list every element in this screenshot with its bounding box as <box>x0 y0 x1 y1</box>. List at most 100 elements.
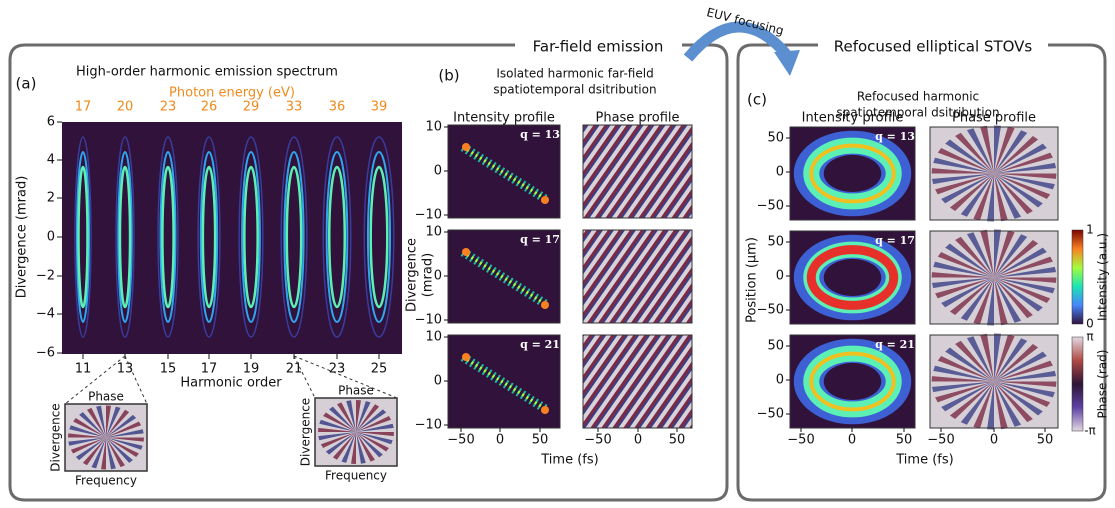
phase-wedge <box>941 277 994 308</box>
y-tick-label: 0 <box>47 230 55 245</box>
x-tick-label: 19 <box>243 362 260 377</box>
phase-wedge <box>945 243 994 278</box>
column-title: Intensity profile <box>453 111 555 126</box>
phase-wedge <box>931 381 994 393</box>
harmonic-ring <box>238 136 264 338</box>
colorbar-label: Intensity (a.u.) <box>1096 233 1110 321</box>
phase-wedge <box>931 376 994 382</box>
beam-ring <box>809 143 896 204</box>
phase-wedge <box>73 418 106 438</box>
phase-wedge <box>994 334 1015 382</box>
phase-wedge <box>994 277 1051 304</box>
phase-wedge <box>966 128 994 174</box>
phase-wedge <box>937 355 994 382</box>
frame-far-field <box>8 43 729 502</box>
phase-wedge <box>79 412 106 438</box>
zoom-line <box>293 355 398 399</box>
hotspot <box>462 143 470 151</box>
y-axis-label: Position (μm) <box>745 237 760 323</box>
phase-wedge <box>945 139 994 174</box>
phase-wedge <box>933 157 994 174</box>
harmonic-ring <box>366 151 392 323</box>
harmonic-ring <box>369 165 389 309</box>
harmonic-ring <box>243 165 259 309</box>
phase-wedge <box>955 132 994 174</box>
x-tick-label: 50 <box>669 433 686 448</box>
arrow <box>683 21 791 62</box>
phase-wedge <box>994 234 1028 278</box>
harmonic-ring <box>115 136 135 338</box>
phase-wedge <box>351 432 356 464</box>
x-tick-label: 15 <box>160 362 177 377</box>
harmonic-order: q = 13 <box>520 128 560 141</box>
colorbar-min: -π <box>1084 424 1096 438</box>
inset-border <box>64 403 148 472</box>
y-tick-label: 0 <box>434 269 442 284</box>
phase-wedge <box>994 152 1053 174</box>
x-tick-label: 0 <box>990 433 998 448</box>
y-tick-label: 10 <box>425 225 442 240</box>
phase-wedge <box>931 277 994 289</box>
y-tick-label: 50 <box>767 339 784 354</box>
phase-wedge <box>931 168 994 174</box>
phase-wedge <box>994 381 1033 423</box>
x-tick-label: −50 <box>447 433 474 448</box>
phase-wedge <box>68 437 106 446</box>
inset-x-label: Frequency <box>325 469 387 483</box>
phase-wedge <box>91 437 106 469</box>
phase-wedge <box>987 277 994 326</box>
harmonic-ring <box>77 165 89 309</box>
panel-title: Refocused harmonic <box>857 90 979 104</box>
phase-wedge <box>356 401 371 432</box>
y-tick-label: −6 <box>36 346 55 361</box>
inset-title: Phase <box>338 384 374 398</box>
hotspot <box>541 406 549 414</box>
x-axis-label: Time (fs) <box>540 453 598 468</box>
phase-wedge <box>994 343 1039 382</box>
intensity-image <box>448 335 560 428</box>
phase-wedge <box>994 173 1057 179</box>
phase-wedge <box>955 340 994 382</box>
phase-wedge <box>987 173 994 222</box>
x-tick-label: 0 <box>848 433 856 448</box>
phase-wedge <box>933 261 994 278</box>
section-title: Far-field emission <box>533 38 664 56</box>
hotspot <box>462 353 470 361</box>
top-tick-label: 39 <box>371 100 388 115</box>
phase-wedge <box>337 402 356 432</box>
harmonic-ring <box>199 151 219 323</box>
phase-wedge <box>973 381 994 429</box>
panel-label: (c) <box>747 91 767 109</box>
phase-wedge <box>994 162 1057 174</box>
top-tick-label: 33 <box>286 100 303 115</box>
inset-y-label: Divergence <box>299 398 313 466</box>
phase-wedge <box>106 429 144 438</box>
colorbar <box>1071 229 1084 325</box>
x-tick-label: 23 <box>329 362 346 377</box>
phase-wedge <box>973 277 994 325</box>
phase-wedge <box>937 147 994 174</box>
column-title: Intensity profile <box>802 111 904 126</box>
phase-wedge <box>356 400 361 432</box>
phase-wedge <box>106 409 130 438</box>
top-tick-label: 26 <box>201 100 218 115</box>
panel-title: Isolated harmonic far-field <box>496 67 653 81</box>
harmonic-ring <box>285 165 303 309</box>
y-tick-label: −10 <box>415 208 442 223</box>
harmonic-order: q = 17 <box>875 234 915 247</box>
y-tick-label: −2 <box>36 269 55 284</box>
x-axis-label: Harmonic order <box>180 376 282 391</box>
harmonic-ring <box>74 136 92 338</box>
phase-wedge <box>935 173 994 195</box>
beam-core <box>823 258 882 297</box>
harmonic-ring <box>118 165 132 309</box>
phase-wedge <box>106 421 142 438</box>
phase-wedge <box>994 381 1055 398</box>
phase-wedge <box>994 230 1015 278</box>
phase-wedge <box>994 333 1001 382</box>
y-tick-label: 0 <box>776 373 784 388</box>
x-tick-label: −50 <box>787 433 814 448</box>
phase-wedge <box>994 381 1043 416</box>
y-tick-label: −4 <box>36 307 55 322</box>
y-tick-label: 0 <box>776 269 784 284</box>
